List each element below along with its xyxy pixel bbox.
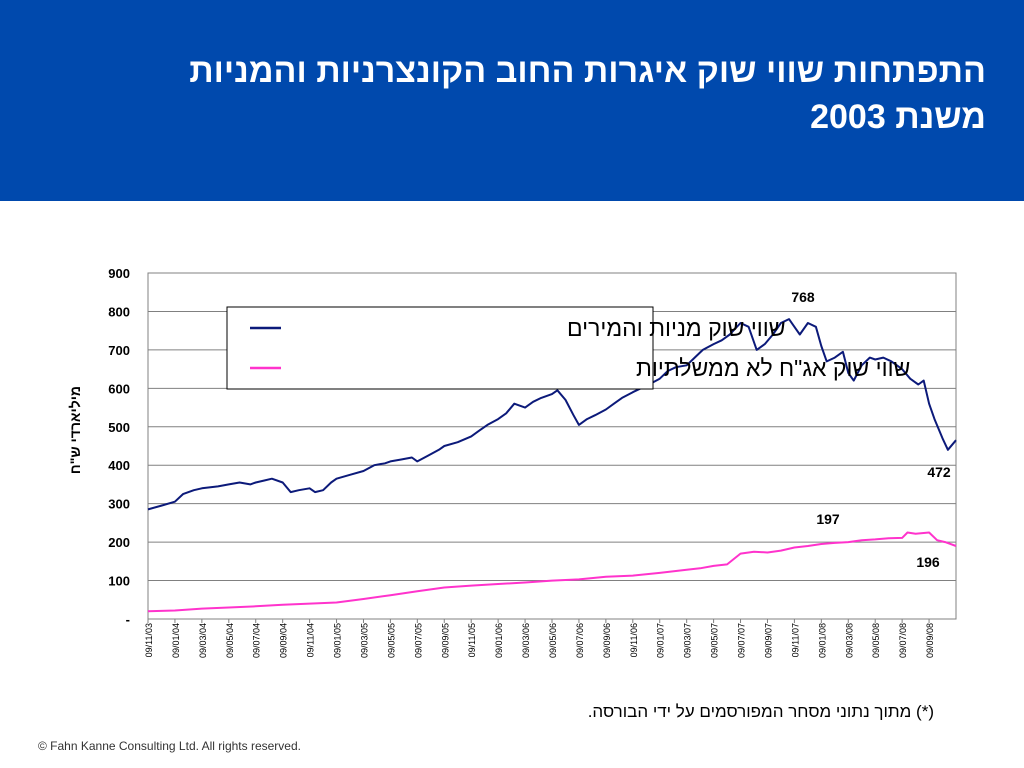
x-tick-label: 09/01/06 <box>494 623 504 658</box>
x-tick-label: 09/11/07 <box>790 623 800 657</box>
page-title: התפתחות שווי שוק איגרות החוב הקונצרניות … <box>46 48 986 140</box>
y-tick-label: 500 <box>108 420 130 435</box>
x-tick-label: 09/07/05 <box>413 623 423 658</box>
y-axis-ticks: - 100 200 300 400 500 600 700 800 900 <box>108 266 130 627</box>
x-tick-label: 09/05/04 <box>225 623 235 658</box>
legend-box <box>226 306 654 390</box>
y-tick-label: 600 <box>108 381 130 396</box>
x-tick-label: 09/09/06 <box>602 623 612 658</box>
data-label-stocks-peak: 768 <box>791 289 815 305</box>
x-tick-label: 09/05/08 <box>871 623 881 658</box>
y-tick-label: 700 <box>108 343 130 358</box>
x-tick-label: 09/11/03 <box>144 623 154 657</box>
header-banner <box>0 0 1024 201</box>
legend: שווי שוק מניות והמירים שווי שוק אג"ח לא … <box>226 306 910 390</box>
x-tick-label: 09/03/04 <box>198 623 208 658</box>
x-tick-label: 09/09/04 <box>279 623 289 658</box>
x-tick-label: 09/03/08 <box>844 623 854 658</box>
series-line-bonds <box>147 531 957 613</box>
x-tick-label: 09/09/07 <box>763 623 773 658</box>
x-tick-label: 09/05/05 <box>386 623 396 658</box>
x-tick-label: 09/07/07 <box>737 623 747 658</box>
x-tick-label: 09/09/05 <box>440 623 450 658</box>
y-tick-label: 400 <box>108 458 130 473</box>
x-tick-label: 09/07/04 <box>252 623 262 658</box>
title-line-2: משנת 2003 <box>810 98 986 136</box>
x-tick-label: 09/01/07 <box>656 623 666 658</box>
series-line-stocks <box>147 318 957 511</box>
x-tick-label: 09/01/05 <box>333 623 343 658</box>
x-tick-label: 09/01/04 <box>171 623 181 658</box>
x-tick-label: 09/07/08 <box>898 623 908 658</box>
x-tick-label: 09/11/05 <box>467 623 477 657</box>
data-label-bonds-peak: 197 <box>816 511 840 527</box>
x-tick-label: 09/05/07 <box>710 623 720 658</box>
y-tick-label: - <box>126 612 130 627</box>
footnote: (*) מתוך נתוני מסחר המפורסמים על ידי הבו… <box>587 702 934 721</box>
x-tick-label: 09/03/06 <box>521 623 531 658</box>
x-tick-label: 09/07/06 <box>575 623 585 658</box>
y-tick-label: 900 <box>108 266 130 281</box>
y-axis-label: מיליארדי ש"ח <box>67 386 83 474</box>
y-tick-label: 800 <box>108 304 130 319</box>
data-label-bonds-last: 196 <box>916 554 940 570</box>
data-label-stocks-last: 472 <box>927 464 951 480</box>
x-tick-label: 09/11/04 <box>306 623 316 657</box>
y-tick-label: 300 <box>108 497 130 512</box>
x-axis-ticks: 09/11/03 09/01/04 09/03/04 09/05/04 09/07/04… <box>144 619 935 658</box>
legend-label-stocks: שווי שוק מניות והמירים <box>567 315 786 341</box>
x-tick-label: 09/05/06 <box>548 623 558 658</box>
y-tick-label: 100 <box>108 574 130 589</box>
data-labels: 768 472 197 196 <box>791 289 951 570</box>
copyright: © Fahn Kanne Consulting Ltd. All rights … <box>38 739 301 753</box>
y-tick-label: 200 <box>108 535 130 550</box>
title-line-1: התפתחות שווי שוק איגרות החוב הקונצרניות … <box>189 52 986 90</box>
legend-label-bonds: שווי שוק אג"ח לא ממשלתיות <box>636 355 910 381</box>
series-lines <box>147 318 957 613</box>
x-tick-label: 09/01/08 <box>817 623 827 658</box>
x-tick-label: 09/03/07 <box>683 623 693 658</box>
x-tick-label: 09/03/05 <box>359 623 369 658</box>
x-tick-label: 09/09/08 <box>925 623 935 658</box>
x-tick-label: 09/11/06 <box>629 623 639 657</box>
